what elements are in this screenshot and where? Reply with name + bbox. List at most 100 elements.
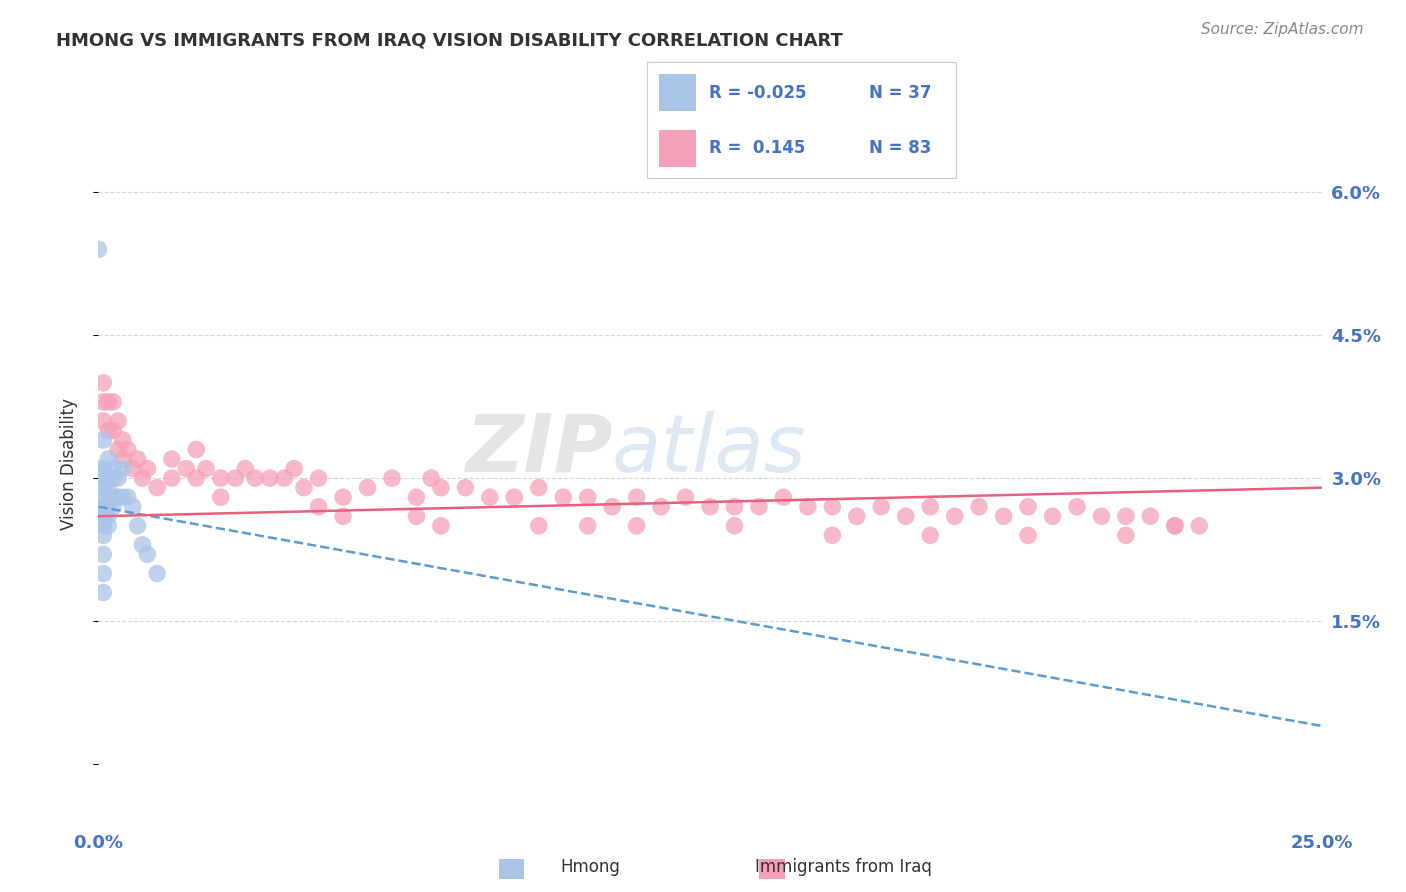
Point: [405, 509, 427, 524]
Point: [454, 481, 477, 495]
Point: [209, 490, 232, 504]
Point: [430, 518, 453, 533]
Point: [430, 481, 453, 495]
Point: [292, 481, 315, 495]
Point: [283, 461, 305, 475]
Point: [209, 471, 232, 485]
Point: [920, 500, 942, 514]
Point: [1115, 509, 1137, 524]
Point: [967, 500, 990, 514]
Point: [146, 566, 169, 581]
Point: [91, 548, 114, 562]
Point: [308, 500, 330, 514]
Point: [101, 471, 124, 485]
Point: [91, 566, 114, 581]
Point: [576, 518, 599, 533]
Point: [101, 461, 124, 475]
Point: [273, 471, 295, 485]
Point: [797, 500, 820, 514]
Point: [1164, 518, 1187, 533]
Point: [136, 461, 159, 475]
Point: [136, 548, 159, 562]
Point: [675, 490, 697, 504]
Point: [91, 461, 114, 475]
Point: [1066, 500, 1088, 514]
Point: [259, 471, 281, 485]
Point: [1090, 509, 1112, 524]
Point: [97, 452, 120, 467]
Point: [97, 424, 120, 438]
Point: [553, 490, 575, 504]
Point: [111, 452, 134, 467]
Text: R = -0.025: R = -0.025: [709, 84, 806, 102]
Point: [1017, 528, 1039, 542]
Point: [91, 585, 114, 599]
Point: [381, 471, 404, 485]
Point: [699, 500, 721, 514]
Point: [723, 518, 745, 533]
Text: 25.0%: 25.0%: [1291, 834, 1353, 852]
Point: [160, 471, 183, 485]
Point: [127, 518, 149, 533]
Point: [243, 471, 266, 485]
Point: [527, 518, 550, 533]
Point: [91, 518, 114, 533]
Point: [121, 461, 143, 475]
Point: [821, 528, 844, 542]
Point: [600, 500, 623, 514]
Point: [405, 490, 427, 504]
Point: [920, 528, 942, 542]
Point: [1042, 509, 1064, 524]
Point: [527, 481, 550, 495]
Point: [97, 490, 120, 504]
Text: R =  0.145: R = 0.145: [709, 139, 806, 157]
Point: [356, 481, 378, 495]
Point: [127, 452, 149, 467]
Point: [870, 500, 893, 514]
Point: [308, 471, 330, 485]
Point: [101, 395, 124, 409]
Point: [91, 528, 114, 542]
Point: [131, 471, 153, 485]
Point: [87, 461, 110, 475]
Point: [107, 442, 129, 457]
Point: [186, 442, 208, 457]
Point: [91, 509, 114, 524]
Point: [478, 490, 501, 504]
Point: [97, 500, 120, 514]
Point: [97, 509, 120, 524]
Text: Hmong: Hmong: [561, 858, 620, 876]
Point: [1115, 528, 1137, 542]
Point: [176, 461, 198, 475]
Point: [111, 433, 134, 447]
Point: [993, 509, 1015, 524]
Point: [107, 471, 129, 485]
Point: [91, 433, 114, 447]
Text: Immigrants from Iraq: Immigrants from Iraq: [755, 858, 932, 876]
Point: [101, 490, 124, 504]
Point: [97, 481, 120, 495]
Point: [111, 461, 134, 475]
Point: [91, 518, 114, 533]
Point: [111, 490, 134, 504]
Point: [91, 395, 114, 409]
Point: [845, 509, 868, 524]
Point: [195, 461, 218, 475]
Point: [332, 509, 354, 524]
Point: [121, 500, 143, 514]
Text: Source: ZipAtlas.com: Source: ZipAtlas.com: [1201, 22, 1364, 37]
Point: [131, 538, 153, 552]
Point: [97, 395, 120, 409]
Point: [576, 490, 599, 504]
Point: [97, 471, 120, 485]
Point: [91, 471, 114, 485]
Point: [91, 500, 114, 514]
Point: [91, 481, 114, 495]
Point: [101, 500, 124, 514]
Point: [772, 490, 794, 504]
Point: [107, 414, 129, 428]
Point: [1017, 500, 1039, 514]
Point: [117, 442, 139, 457]
Text: atlas: atlas: [612, 411, 807, 489]
Text: N = 83: N = 83: [869, 139, 932, 157]
